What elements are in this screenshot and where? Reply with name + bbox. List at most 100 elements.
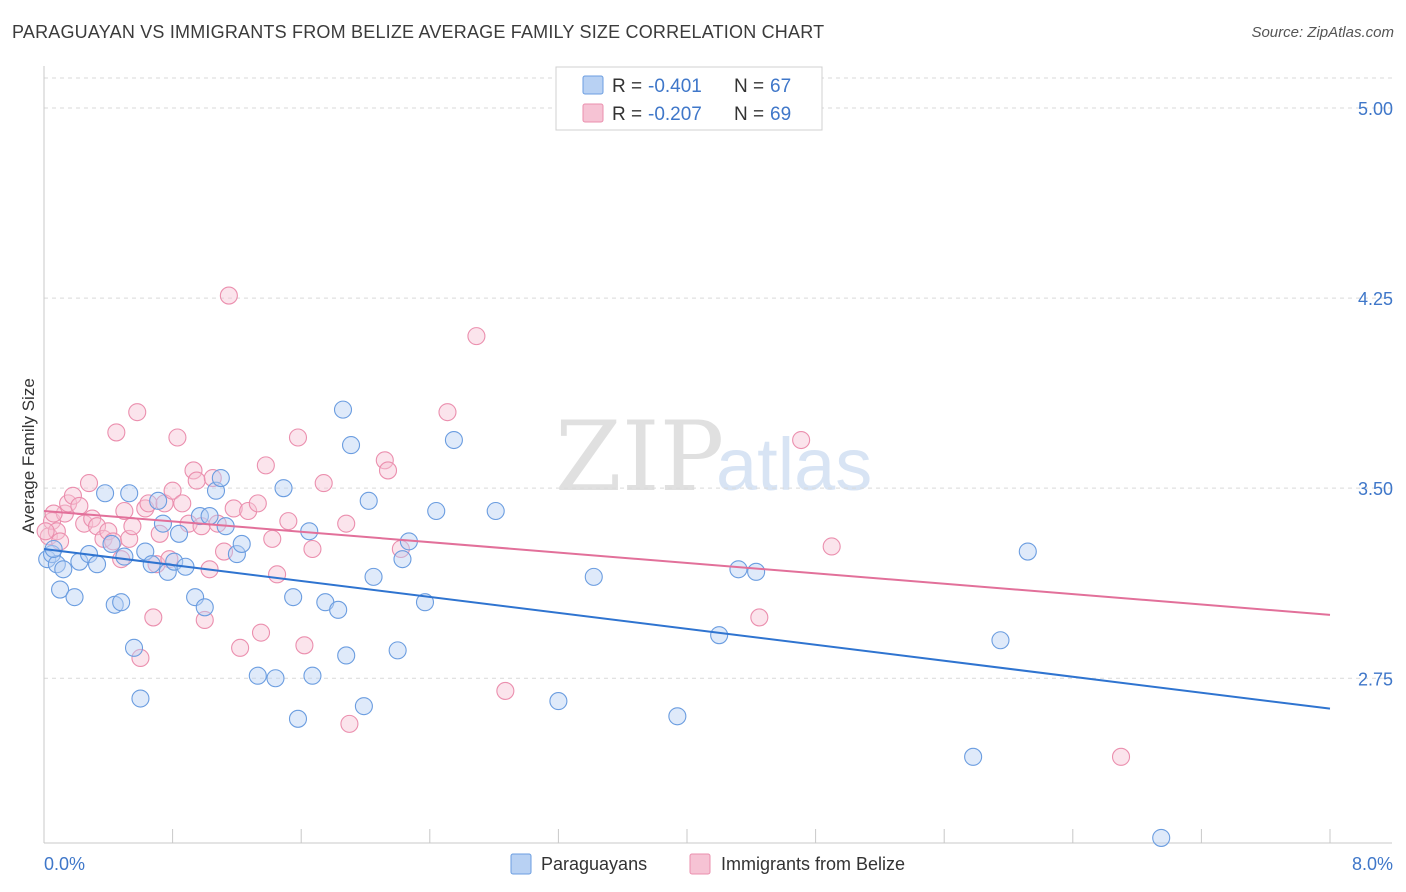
point-belize-7 — [70, 496, 89, 515]
point-paraguayans-4 — [51, 580, 70, 599]
point-belize-50 — [279, 512, 298, 531]
point-belize-9 — [79, 474, 99, 493]
chart-title: PARAGUAYAN VS IMMIGRANTS FROM BELIZE AVE… — [12, 22, 825, 42]
point-belize-49 — [268, 565, 287, 584]
point-paraguayans-54 — [444, 430, 463, 450]
point-paraguayans-64 — [964, 747, 983, 766]
point-belize-41 — [219, 286, 238, 305]
axes — [43, 66, 1392, 844]
source-credit: Source: ZipAtlas.com — [1251, 24, 1394, 41]
legend-r-label-2: R = — [612, 104, 642, 125]
point-paraguayans-8 — [87, 555, 107, 574]
watermark-zip: ZIP — [555, 401, 724, 513]
watermark-atlas: atlas — [716, 423, 872, 506]
point-paraguayans-18 — [142, 555, 161, 574]
point-belize-42 — [224, 499, 243, 518]
point-belize-19 — [123, 517, 142, 536]
legend-swatch-blue — [582, 75, 604, 95]
point-paraguayans-15 — [124, 638, 144, 657]
point-paraguayans-55 — [486, 501, 505, 521]
point-belize-65 — [822, 537, 841, 556]
legend-n-value-1: 67 — [770, 76, 791, 97]
point-paraguayans-37 — [284, 588, 303, 607]
point-belize-15 — [107, 423, 126, 442]
point-paraguayans-0 — [38, 550, 57, 569]
point-belize-48 — [263, 529, 282, 548]
legend-belize-label: Immigrants from Belize — [721, 854, 905, 874]
point-paraguayans-44 — [337, 646, 356, 665]
point-paraguayans-35 — [266, 669, 285, 688]
trend-lines — [43, 509, 1331, 710]
legend-n-label-2: N = — [734, 104, 764, 125]
point-paraguayans-12 — [112, 593, 131, 612]
point-belize-45 — [248, 494, 267, 513]
point-belize-64 — [792, 430, 811, 450]
legend-n-value-2: 69 — [770, 104, 791, 125]
point-paraguayans-65 — [1152, 828, 1171, 847]
point-paraguayans-14 — [120, 484, 139, 503]
point-paraguayans-10 — [102, 534, 121, 553]
point-belize-30 — [168, 428, 187, 447]
point-paraguayans-27 — [195, 598, 214, 617]
series-legend: Paraguayans Immigrants from Belize — [510, 853, 905, 875]
point-paraguayans-57 — [584, 567, 603, 586]
watermark: ZIP atlas — [555, 401, 872, 513]
point-belize-31 — [173, 494, 192, 513]
point-paraguayans-43 — [333, 400, 353, 419]
point-belize-24 — [144, 608, 163, 627]
point-belize-36 — [195, 610, 214, 630]
trend-line-paraguayans — [43, 548, 1331, 710]
legend-paraguayans-swatch — [510, 853, 532, 875]
point-belize-52 — [295, 636, 314, 655]
point-belize-21 — [131, 648, 150, 668]
legend-r-value-2: -0.207 — [648, 104, 702, 125]
point-paraguayans-42 — [329, 600, 348, 619]
point-paraguayans-56 — [549, 692, 568, 711]
point-belize-62 — [496, 681, 515, 700]
point-paraguayans-30 — [211, 468, 230, 488]
point-paraguayans-23 — [169, 524, 189, 543]
point-paraguayans-40 — [303, 666, 322, 685]
point-belize-56 — [340, 714, 359, 733]
y-tick-label-2: 4.25 — [1358, 289, 1393, 309]
tick-labels: 2.75 3.50 4.25 5.00 0.0% 8.0% — [44, 99, 1393, 874]
point-paraguayans-45 — [341, 436, 361, 455]
point-belize-63 — [750, 608, 769, 627]
point-paraguayans-3 — [54, 560, 73, 579]
point-belize-6 — [63, 486, 82, 505]
point-belize-34 — [187, 471, 206, 490]
point-paraguayans-13 — [115, 547, 134, 566]
point-paraguayans-32 — [227, 545, 246, 564]
point-paraguayans-49 — [388, 641, 407, 660]
point-paraguayans-36 — [274, 479, 293, 498]
point-paraguayans-58 — [668, 707, 687, 726]
point-paraguayans-19 — [149, 491, 168, 510]
point-belize-68 — [44, 504, 63, 523]
x-tick-label-max: 8.0% — [1352, 854, 1393, 874]
point-belize-47 — [256, 456, 275, 475]
point-paraguayans-63 — [1018, 542, 1037, 561]
legend-n-label-1: N = — [734, 76, 764, 97]
point-paraguayans-48 — [364, 567, 383, 586]
point-belize-44 — [239, 501, 258, 521]
point-paraguayans-28 — [200, 507, 219, 526]
point-belize-33 — [184, 461, 203, 480]
point-belize-29 — [163, 481, 182, 500]
legend-r-value-1: -0.401 — [648, 76, 702, 97]
point-belize-17 — [115, 501, 134, 521]
legend-swatch-pink — [582, 103, 604, 123]
point-paraguayans-46 — [354, 697, 373, 716]
point-paraguayans-62 — [991, 631, 1010, 650]
y-tick-label-3: 5.00 — [1358, 99, 1393, 119]
point-belize-53 — [303, 539, 322, 559]
point-paraguayans-21 — [158, 562, 177, 581]
legend-belize-swatch — [689, 853, 711, 875]
point-belize-66 — [1111, 747, 1131, 766]
point-paraguayans-9 — [96, 484, 115, 503]
point-belize-3 — [51, 532, 70, 551]
point-belize-58 — [378, 461, 398, 480]
point-belize-67 — [36, 522, 55, 541]
series-paraguayans-points — [38, 400, 1171, 847]
point-belize-60 — [438, 403, 457, 422]
gridlines — [44, 77, 1392, 679]
